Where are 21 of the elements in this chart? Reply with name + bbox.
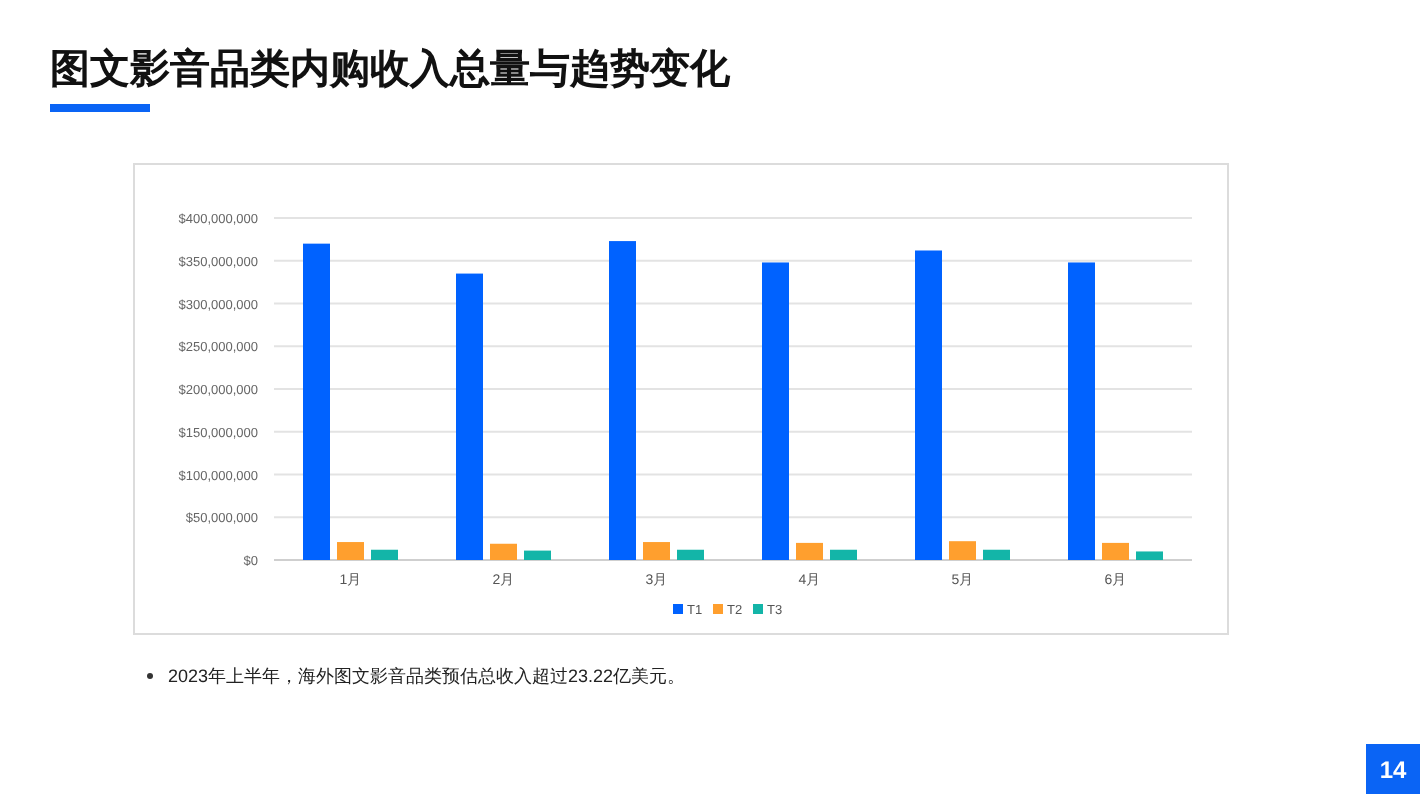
bar [796,542,823,560]
bar [371,549,398,560]
bar [915,250,942,560]
bar [456,273,483,560]
text: 14 [1379,756,1407,784]
bar [1068,262,1095,560]
bar [677,549,704,560]
bar [303,243,330,560]
bar [490,543,517,560]
bar [762,262,789,560]
bar [1136,551,1163,560]
bar [524,550,551,560]
text: 2023年上半年，海外图文影音品类预估总收入超过23.22亿美元。 [168,666,686,686]
bar [983,549,1010,560]
chart-title: 图文影音品类内购收入总量与趋势变化 [50,46,732,92]
bar [337,542,364,560]
bar [609,241,636,560]
bar [1102,542,1129,560]
bar [643,542,670,560]
bar [830,549,857,560]
bar [949,541,976,560]
